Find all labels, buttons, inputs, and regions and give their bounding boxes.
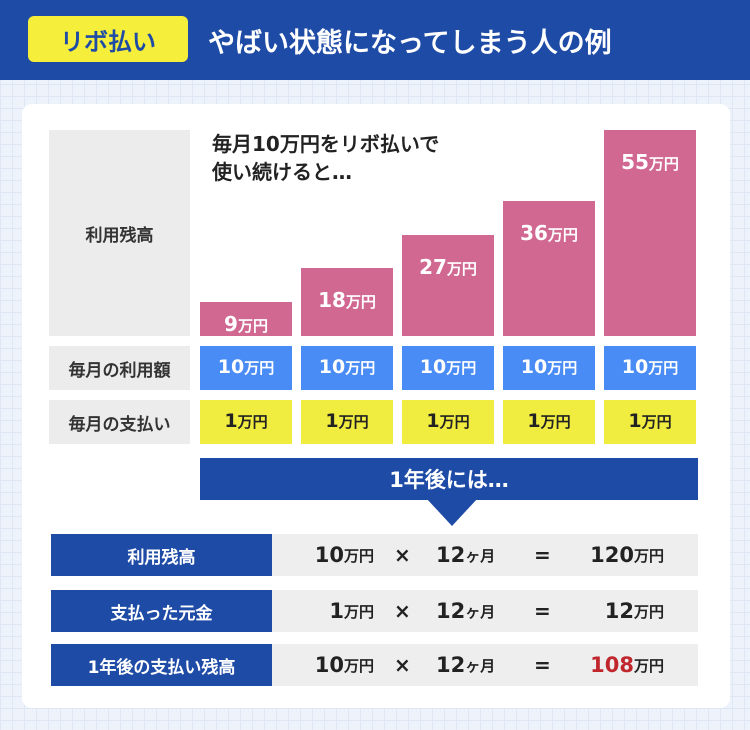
payment-chip-unit: 万円 [641,413,672,431]
usage-chip: 10 万円 [301,346,393,390]
payment-chip: 1 万円 [604,400,696,444]
summary-row-label: 支払った元金 [51,590,272,632]
multiplier: 12 ヶ月 [436,534,495,576]
result: 12 万円 [605,590,664,632]
result-unit: 万円 [633,546,664,565]
balance-bar-unit: 万円 [345,293,376,311]
category-tag: リボ払い [28,16,188,62]
payment-chip-unit: 万円 [439,413,470,431]
result-unit: 万円 [633,656,664,675]
row-label-balance: 利用残高 [49,130,190,336]
payment-chip-value: 1 [527,410,541,432]
payment-chip-value: 1 [426,410,440,432]
balance-bar-unit: 万円 [237,317,268,335]
multiplier-unit: ヶ月 [465,656,496,675]
times-sign: × [394,543,411,567]
payment-chip-unit: 万円 [338,413,369,431]
multiplier-unit: ヶ月 [465,602,496,621]
equals-sign: = [534,543,551,567]
payment-chip-unit: 万円 [540,413,571,431]
payment-chip-unit: 万円 [237,413,268,431]
row-label-payment: 毎月の支払い [49,400,190,444]
summary-row: 1 万円 × 12 ヶ月 = 12 万円 [272,590,698,632]
balance-bar-unit: 万円 [648,155,679,173]
balance-bar-value: 9 [224,312,238,336]
equals-sign: = [534,599,551,623]
balance-bar-value: 36 [520,221,548,245]
multiplicand-unit: 万円 [343,656,374,675]
multiplicand-value: 1 [329,599,344,623]
result-unit: 万円 [633,602,664,621]
result-value: 12 [604,599,634,623]
result: 120 万円 [590,534,664,576]
usage-chip-unit: 万円 [446,359,477,377]
usage-chip: 10 万円 [200,346,292,390]
row-label-usage: 毎月の利用額 [49,346,190,390]
balance-bar-unit: 万円 [547,226,578,244]
usage-chip-value: 10 [419,356,447,378]
multiplicand: 10 万円 [315,644,374,686]
usage-chip-value: 10 [621,356,649,378]
multiplicand-value: 10 [314,543,344,567]
usage-chip-unit: 万円 [547,359,578,377]
summary-row: 10 万円 × 12 ヶ月 = 108 万円 [272,644,698,686]
result-value: 120 [590,543,634,567]
balance-bar: 27 万円 [402,235,494,336]
balance-bar: 9 万円 [200,302,292,336]
multiplicand-unit: 万円 [343,602,374,621]
payment-chip-value: 1 [628,410,642,432]
payment-chip: 1 万円 [301,400,393,444]
usage-chip: 10 万円 [503,346,595,390]
intro-line-2: 使い続けると… [212,160,352,184]
summary-row: 10 万円 × 12 ヶ月 = 120 万円 [272,534,698,576]
balance-bar-value: 27 [419,255,447,279]
multiplier: 12 ヶ月 [436,590,495,632]
balance-bar-value: 18 [318,288,346,312]
multiplier-value: 12 [436,543,466,567]
summary-row-label: 1年後の支払い残高 [51,644,272,686]
balance-bar: 55 万円 [604,130,696,336]
usage-chip: 10 万円 [402,346,494,390]
multiplicand: 1 万円 [329,590,374,632]
usage-chip: 10 万円 [604,346,696,390]
payment-chip-value: 1 [224,410,238,432]
result-value: 108 [590,653,634,677]
usage-chip-value: 10 [217,356,245,378]
payment-chip-value: 1 [325,410,339,432]
page-title: やばい状態になってしまう人の例 [208,27,612,59]
result: 108 万円 [590,644,664,686]
multiplier-value: 12 [436,599,466,623]
down-arrow-icon [426,498,478,526]
usage-chip-value: 10 [520,356,548,378]
multiplicand-unit: 万円 [343,546,374,565]
header-bar: リボ払い やばい状態になってしまう人の例 [0,0,750,80]
multiplicand-value: 10 [314,653,344,677]
intro-line-1: 毎月10万円をリボ払いで [212,132,440,156]
balance-bar: 18 万円 [301,268,393,336]
balance-bar-value: 55 [621,150,649,174]
usage-chip-unit: 万円 [648,359,679,377]
equals-sign: = [534,653,551,677]
times-sign: × [394,653,411,677]
payment-chip: 1 万円 [402,400,494,444]
payment-chip: 1 万円 [503,400,595,444]
balance-bar-unit: 万円 [446,260,477,278]
summary-row-label: 利用残高 [51,534,272,576]
multiplicand: 10 万円 [315,534,374,576]
usage-chip-unit: 万円 [345,359,376,377]
usage-chip-unit: 万円 [244,359,275,377]
multiplier: 12 ヶ月 [436,644,495,686]
balance-bar: 36 万円 [503,201,595,336]
usage-chip-value: 10 [318,356,346,378]
times-sign: × [394,599,411,623]
one-year-banner: 1年後には… [200,458,698,500]
multiplier-value: 12 [436,653,466,677]
multiplier-unit: ヶ月 [465,546,496,565]
intro-text: 毎月10万円をリボ払いで 使い続けると… [212,130,532,186]
payment-chip: 1 万円 [200,400,292,444]
